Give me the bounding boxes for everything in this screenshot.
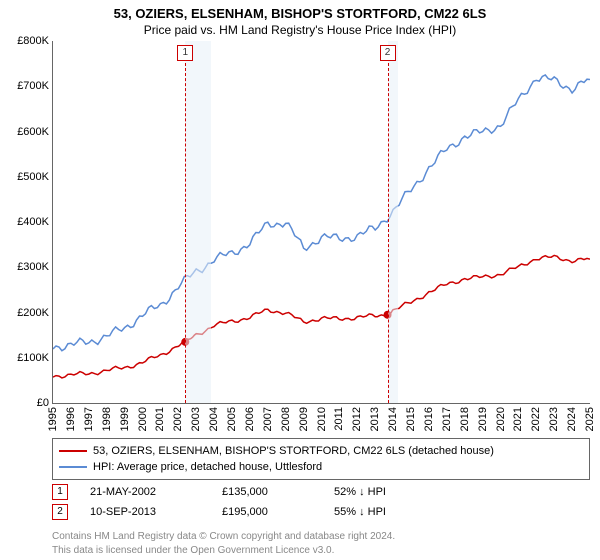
legend-label: HPI: Average price, detached house, Uttl…: [93, 459, 322, 475]
x-tick-label: 2008: [280, 407, 292, 431]
legend-row: HPI: Average price, detached house, Uttl…: [59, 459, 583, 475]
txn-marker: 1: [52, 484, 68, 500]
shade-band: [185, 41, 210, 403]
x-tick-label: 2022: [530, 407, 542, 431]
x-tick-label: 1997: [83, 407, 95, 431]
y-tick-label: £700K: [17, 80, 49, 92]
x-tick-label: 2004: [208, 407, 220, 431]
marker-vline: [388, 63, 389, 403]
series-paid: [53, 255, 590, 378]
transaction-rows: 1 21-MAY-2002 £135,000 52% ↓ HPI 2 10-SEP-201…: [0, 484, 600, 520]
y-tick-label: £300K: [17, 261, 49, 273]
footer-line2: This data is licensed under the Open Gov…: [52, 544, 590, 558]
chart-plot-area: £0£100K£200K£300K£400K£500K£600K£700K£80…: [52, 41, 590, 404]
chart-container: 53, OZIERS, ELSENHAM, BISHOP'S STORTFORD…: [0, 0, 600, 560]
x-tick-label: 2025: [584, 407, 596, 431]
x-tick-label: 2002: [172, 407, 184, 431]
txn-pct: 55% ↓ HPI: [334, 506, 386, 518]
x-tick-label: 2009: [298, 407, 310, 431]
x-tick-label: 2006: [244, 407, 256, 431]
legend-swatch: [59, 466, 87, 468]
legend-row: 53, OZIERS, ELSENHAM, BISHOP'S STORTFORD…: [59, 443, 583, 459]
x-tick-label: 2003: [190, 407, 202, 431]
marker-box: 1: [177, 45, 193, 61]
x-tick-label: 1995: [47, 407, 59, 431]
txn-marker: 2: [52, 504, 68, 520]
chart-svg: [53, 41, 590, 403]
x-tick-label: 2020: [495, 407, 507, 431]
x-tick-label: 2016: [423, 407, 435, 431]
x-tick-label: 2023: [548, 407, 560, 431]
x-tick-label: 2015: [405, 407, 417, 431]
txn-pct: 52% ↓ HPI: [334, 486, 386, 498]
x-tick-label: 2017: [441, 407, 453, 431]
y-tick-label: £200K: [17, 307, 49, 319]
series-hpi: [53, 75, 590, 351]
legend: 53, OZIERS, ELSENHAM, BISHOP'S STORTFORD…: [52, 438, 590, 480]
x-tick-label: 1999: [119, 407, 131, 431]
legend-label: 53, OZIERS, ELSENHAM, BISHOP'S STORTFORD…: [93, 443, 494, 459]
x-tick-label: 2001: [154, 407, 166, 431]
marker-vline: [185, 63, 186, 403]
footer-line1: Contains HM Land Registry data © Crown c…: [52, 530, 590, 544]
chart-subtitle: Price paid vs. HM Land Registry's House …: [0, 21, 600, 41]
y-tick-label: £600K: [17, 126, 49, 138]
transaction-row: 1 21-MAY-2002 £135,000 52% ↓ HPI: [52, 484, 590, 500]
footer-attribution: Contains HM Land Registry data © Crown c…: [52, 530, 590, 557]
txn-date: 21-MAY-2002: [90, 486, 200, 498]
y-tick-label: £500K: [17, 171, 49, 183]
shade-band: [388, 41, 398, 403]
transaction-row: 2 10-SEP-2013 £195,000 55% ↓ HPI: [52, 504, 590, 520]
x-tick-label: 1996: [65, 407, 77, 431]
x-tick-label: 2012: [351, 407, 363, 431]
x-tick-label: 2010: [316, 407, 328, 431]
txn-price: £135,000: [222, 486, 312, 498]
x-tick-label: 1998: [101, 407, 113, 431]
x-tick-label: 2005: [226, 407, 238, 431]
txn-date: 10-SEP-2013: [90, 506, 200, 518]
x-tick-label: 2018: [459, 407, 471, 431]
x-tick-label: 2013: [369, 407, 381, 431]
chart-title: 53, OZIERS, ELSENHAM, BISHOP'S STORTFORD…: [0, 0, 600, 21]
y-tick-label: £400K: [17, 216, 49, 228]
txn-price: £195,000: [222, 506, 312, 518]
x-tick-label: 2024: [566, 407, 578, 431]
legend-swatch: [59, 450, 87, 452]
x-tick-label: 2014: [387, 407, 399, 431]
x-tick-label: 2007: [262, 407, 274, 431]
x-tick-label: 2011: [333, 407, 345, 431]
y-tick-label: £100K: [17, 352, 49, 364]
marker-box: 2: [380, 45, 396, 61]
y-tick-label: £800K: [17, 35, 49, 47]
x-tick-label: 2019: [477, 407, 489, 431]
x-tick-label: 2000: [137, 407, 149, 431]
x-tick-label: 2021: [512, 407, 524, 431]
